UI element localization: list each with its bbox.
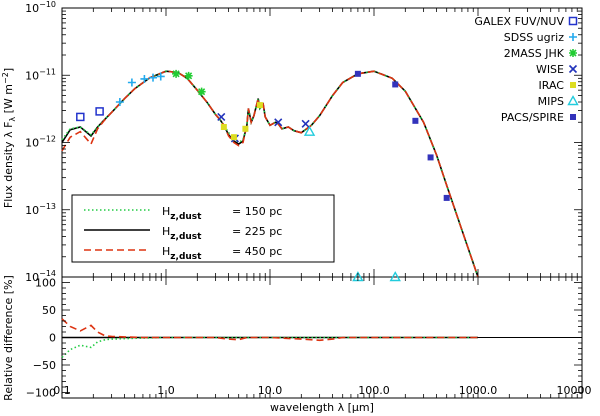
observation-point [242, 125, 249, 132]
x-axis-title: wavelength λ [μm] [270, 401, 374, 414]
obs-legend-marker [569, 49, 577, 57]
obs-legend-label: SDSS ugriz [504, 31, 564, 44]
axis-ticks-layer: 0.1 1.0 10.0 100.0 1000.0 10000 10−10 10−11 10−1… [25, 0, 591, 400]
model-legend: Hz,dust = 150 pc Hz,dust = 225 pc Hz,dust = 4… [71, 194, 335, 263]
obs-legend-label: MIPS [538, 95, 564, 108]
y-tick-label: 0 [49, 332, 56, 345]
obs-legend-label: 2MASS JHK [504, 47, 565, 60]
obs-legend-label: PACS/SPIRE [501, 111, 564, 124]
x-tick-label: 1000.0 [459, 384, 498, 397]
observation-point [256, 102, 263, 109]
obs-legend-label: WISE [536, 63, 564, 76]
x-tick-label: 10000 [557, 384, 592, 397]
obs-legend-marker [568, 64, 578, 74]
obs-legend-marker [570, 82, 576, 88]
observation-point [392, 81, 399, 88]
bottom-y-axis-title-unit: [%] [2, 275, 15, 294]
observation-point [354, 70, 361, 77]
obs-legend-marker [567, 95, 579, 106]
model-legend-label: Hz,dust = 150 pc [162, 205, 282, 222]
top-y-axis-title: Flux density λ Fλ [W m−2] [1, 68, 17, 208]
observation-point [197, 87, 206, 96]
observation-point [427, 154, 434, 161]
top-y-axis-title-unit-end: ] [2, 68, 15, 72]
top-y-axis-title-unit: [W m [2, 84, 15, 113]
observation-point [149, 73, 158, 82]
diff-series-line [61, 318, 478, 342]
observation-point [443, 194, 450, 201]
bottom-y-axis-title: Relative difference [%] [2, 275, 15, 401]
obs-legend-label: GALEX FUV/NUV [474, 15, 564, 28]
obs-legend-marker [570, 114, 576, 120]
obs-legend-marker [569, 33, 577, 41]
observation-point [230, 134, 237, 141]
y-tick-label: 10−14 [25, 269, 56, 284]
diff-series-line [61, 336, 478, 358]
top-y-axis-title-unit-sup: −2 [1, 72, 10, 84]
obs-legend-marker [568, 16, 578, 26]
observation-point [184, 71, 193, 80]
y-tick-label: −50 [33, 359, 56, 372]
observation-legend: GALEX FUV/NUV SDSS ugriz 2MASS JHK WISE IRAC… [474, 15, 579, 124]
observation-point [115, 98, 124, 107]
top-y-axis-title-main: Flux density λ F [2, 122, 15, 209]
y-tick-label: 10−10 [25, 0, 56, 15]
y-tick-label: 50 [42, 304, 56, 317]
obs-legend-label: IRAC [539, 79, 565, 92]
observation-point [220, 124, 227, 131]
model-legend-label: Hz,dust = 450 pc [162, 245, 282, 262]
y-tick-label: −100 [26, 387, 56, 400]
y-tick-label: 10−13 [25, 202, 56, 217]
y-tick-label: 10−12 [25, 135, 56, 150]
observation-point [76, 112, 85, 122]
observation-point [274, 118, 283, 127]
observation-point [172, 69, 181, 78]
observation-point [217, 112, 226, 121]
top-y-axis-title-sub: λ [8, 117, 17, 122]
observation-point [140, 74, 149, 83]
x-tick-label: 100.0 [358, 384, 390, 397]
y-tick-label: 100 [35, 277, 56, 290]
bottom-y-axis-title-main: Relative difference [2, 298, 15, 401]
observation-points-layer [76, 69, 450, 282]
x-tick-label: 10.0 [258, 384, 283, 397]
x-tick-label: 0.1 [53, 384, 71, 397]
observation-point [301, 119, 310, 128]
observation-point [156, 72, 165, 81]
model-legend-label: Hz,dust = 225 pc [162, 225, 282, 242]
observation-point [412, 117, 419, 124]
x-tick-label: 1.0 [157, 384, 175, 397]
observation-point [127, 78, 136, 87]
axis-labels-layer: wavelength λ [μm] Flux density λ Fλ [W m… [1, 68, 374, 414]
observation-point [303, 125, 316, 136]
observation-point [95, 107, 104, 116]
model-legend-box [71, 194, 335, 263]
y-tick-label: 10−11 [25, 67, 56, 82]
observation-point [389, 271, 401, 282]
